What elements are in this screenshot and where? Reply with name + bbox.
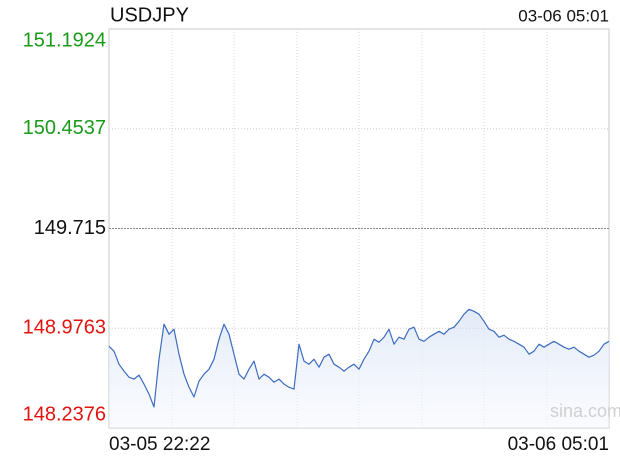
y-tick-label: 148.2376: [23, 403, 106, 425]
x-tick-label: 03-06 05:01: [508, 434, 609, 455]
x-tick-label: 03-05 22:22: [109, 434, 210, 455]
watermark: sina.com: [550, 401, 620, 421]
header-time: 03-06 05:01: [518, 6, 609, 25]
area-fill: [109, 309, 609, 428]
price-line: [108, 308, 610, 408]
vertical-grid: [171, 29, 548, 428]
y-tick-label: 151.1924: [23, 29, 106, 51]
y-tick-label: 149.715: [34, 217, 106, 239]
chart-title: USDJPY: [110, 4, 189, 26]
y-tick-label: 150.4537: [23, 117, 106, 139]
y-tick-label: 148.9763: [23, 317, 106, 339]
